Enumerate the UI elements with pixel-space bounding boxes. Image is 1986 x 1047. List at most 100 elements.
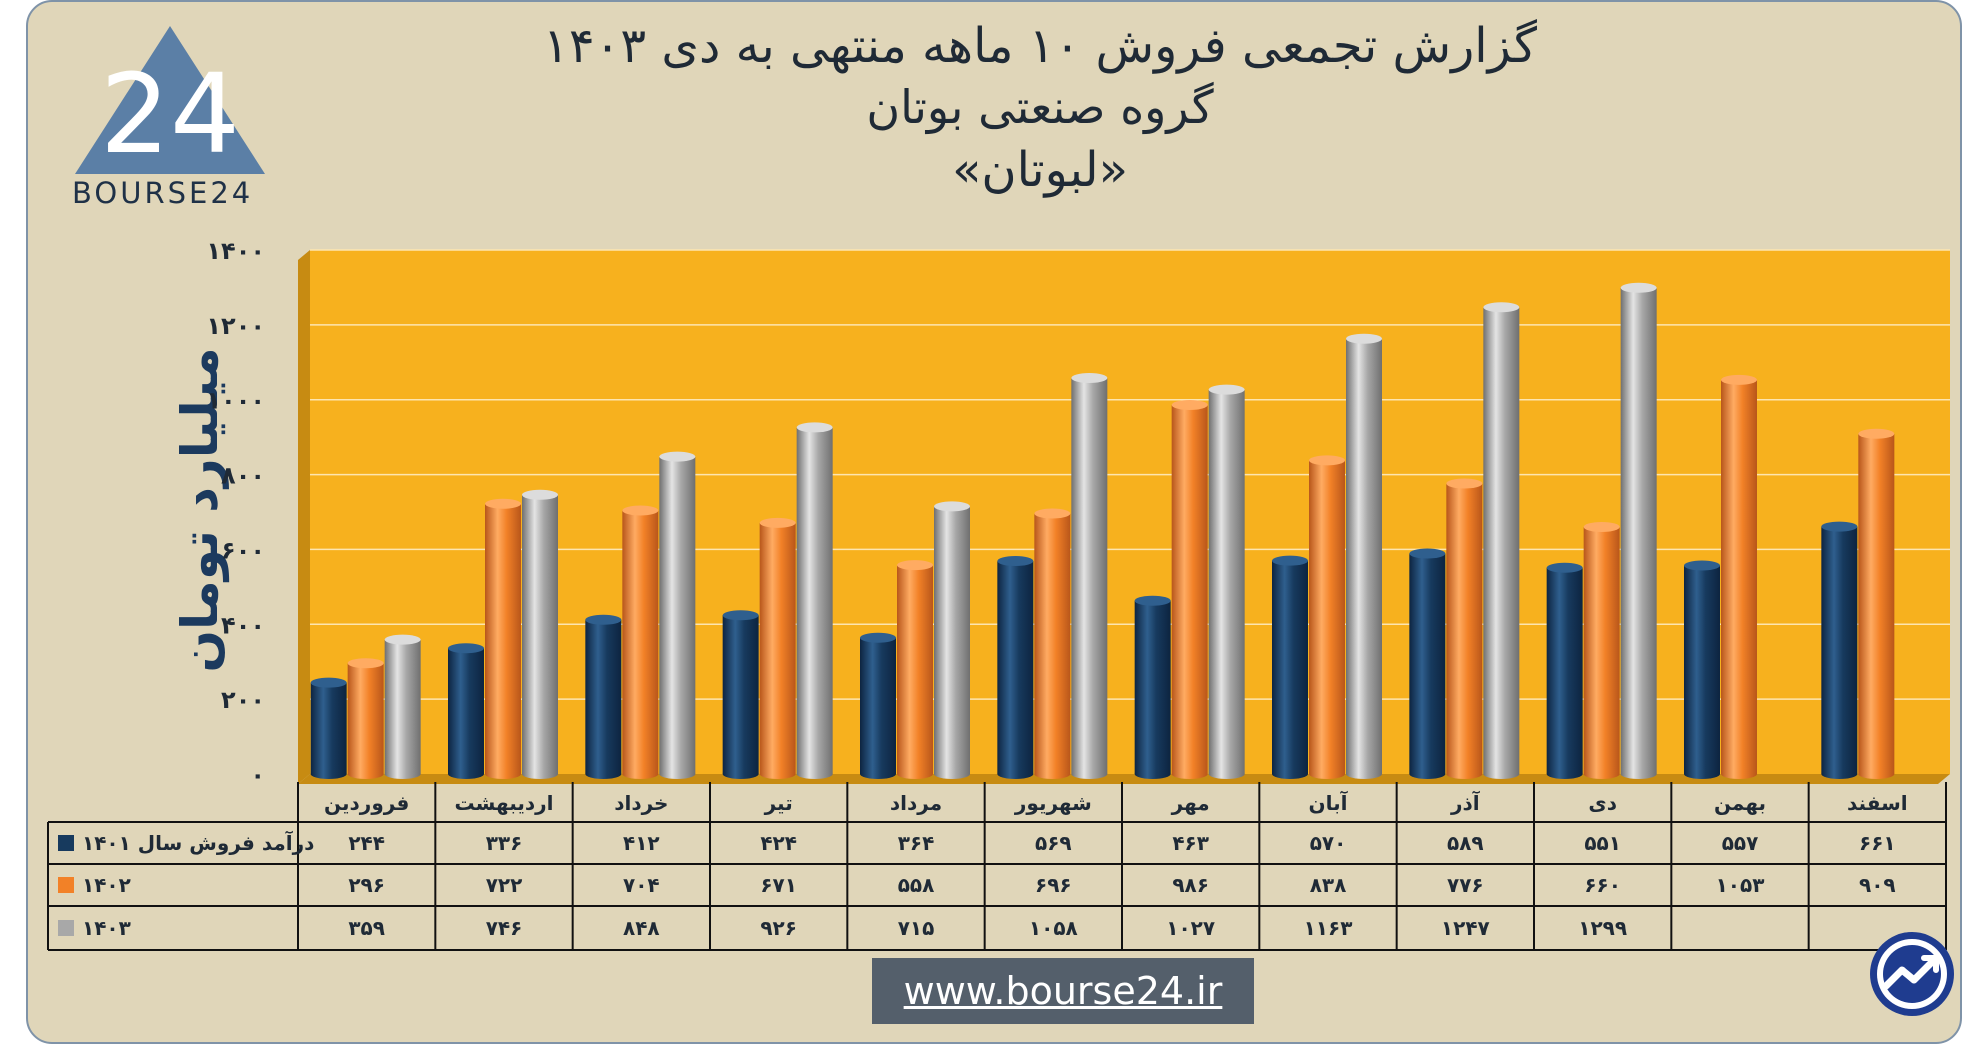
data-label: ۳۵۹ <box>348 916 385 940</box>
data-label: ۵۵۸ <box>898 873 935 897</box>
bar-cap <box>659 451 696 462</box>
data-label: ۸۳۸ <box>1310 873 1347 897</box>
bar <box>1483 307 1520 774</box>
bar-cap <box>1483 302 1520 313</box>
data-label: ۱۰۲۷ <box>1166 916 1215 940</box>
bar-base <box>1071 769 1108 779</box>
bar-base <box>1346 769 1382 779</box>
bar-base <box>659 769 696 779</box>
legend-swatch <box>58 920 74 936</box>
bar-base <box>1034 769 1071 779</box>
data-label: ۲۹۶ <box>348 873 385 897</box>
bar-cap <box>522 489 558 500</box>
x-tick-label: اردیبهشت <box>454 791 553 815</box>
x-tick-label: اسفند <box>1847 791 1908 815</box>
x-tick-label: آبان <box>1309 790 1349 815</box>
chart-subtitle-symbol: «لبوتان» <box>952 142 1128 198</box>
bar-base <box>1620 769 1657 779</box>
bar <box>485 503 521 774</box>
bar <box>1821 526 1858 774</box>
x-tick-label: بهمن <box>1714 791 1766 815</box>
bar <box>1134 600 1171 774</box>
bar-cap <box>1620 282 1657 293</box>
y-tick-label: ۱۰۰۰ <box>206 387 265 415</box>
data-label: ۷۰۴ <box>623 873 660 897</box>
bar <box>1858 433 1895 774</box>
y-tick-label: ۴۰۰ <box>221 611 265 639</box>
bar <box>310 682 347 774</box>
bar <box>860 637 896 774</box>
data-label: ۵۸۹ <box>1447 831 1484 855</box>
bar-cap <box>722 610 759 621</box>
bar-base <box>347 769 384 779</box>
x-tick-label: خرداد <box>614 791 668 815</box>
bar <box>1684 565 1720 774</box>
bar-cap <box>1309 455 1345 466</box>
legend-swatch <box>58 835 74 851</box>
bar-base <box>1583 769 1620 779</box>
logo-wordmark: BOURSE24 <box>72 176 254 210</box>
data-label: ۵۷۰ <box>1310 831 1347 855</box>
bar <box>934 506 970 774</box>
bar-base <box>860 769 896 779</box>
bar-cap <box>1071 373 1108 384</box>
bar-base <box>522 769 558 779</box>
website-link[interactable]: www.bourse24.ir <box>872 958 1254 1024</box>
bar-cap <box>622 505 659 516</box>
bar-base <box>1409 769 1446 779</box>
bar-cap <box>1858 428 1895 439</box>
bar-cap <box>485 498 521 509</box>
bar-cap <box>1546 562 1583 573</box>
data-label: ۳۶۴ <box>898 831 935 855</box>
bar-base <box>1483 769 1520 779</box>
bar-base <box>448 769 484 779</box>
bar-cap <box>1446 478 1483 489</box>
data-label: ۴۶۳ <box>1172 831 1209 855</box>
data-label: ۷۱۵ <box>898 916 935 940</box>
legend-label: ۱۴۰۲ <box>82 873 131 897</box>
data-label: ۹۸۶ <box>1172 873 1209 897</box>
bar-base <box>1446 769 1483 779</box>
bar-base <box>1721 769 1757 779</box>
bar-cap <box>448 643 484 654</box>
y-tick-label: ۱۴۰۰ <box>206 237 265 265</box>
bar <box>1171 404 1208 774</box>
y-tick-label: ۱۲۰۰ <box>206 312 265 340</box>
bar-base <box>1821 769 1858 779</box>
bar-cap <box>997 556 1034 567</box>
bar <box>1446 483 1483 774</box>
bar <box>897 565 933 774</box>
bar <box>1309 460 1345 774</box>
chart-subtitle: گروه صنعتی بوتان <box>866 80 1214 134</box>
bar-base <box>1546 769 1583 779</box>
bar <box>347 663 384 774</box>
data-label: ۲۴۴ <box>348 831 385 855</box>
bar <box>1034 513 1071 774</box>
bar-base <box>1309 769 1345 779</box>
bar-cap <box>1208 384 1245 395</box>
data-label: ۷۷۶ <box>1447 873 1484 897</box>
bar-cap <box>1684 560 1720 571</box>
bar-cap <box>1034 508 1071 519</box>
bar-base <box>310 769 347 779</box>
bar <box>1620 287 1657 774</box>
y-tick-label: ۲۰۰ <box>221 686 265 714</box>
bar-cap <box>585 614 622 625</box>
bar <box>1583 526 1620 774</box>
bar-base <box>622 769 659 779</box>
x-tick-label: مرداد <box>890 791 942 815</box>
legend-label: درآمد فروش سال ۱۴۰۱ <box>82 830 314 855</box>
bar-base <box>485 769 521 779</box>
bar-cap <box>897 560 933 571</box>
bar <box>1071 378 1108 774</box>
data-label: ۵۶۹ <box>1035 831 1072 855</box>
data-label: ۷۴۶ <box>486 916 523 940</box>
bar <box>448 648 484 774</box>
bar <box>384 639 421 774</box>
bar <box>1546 567 1583 774</box>
logo-number: 24 <box>100 50 240 178</box>
bar-base <box>1858 769 1895 779</box>
bar-cap <box>1171 399 1208 410</box>
bar-base <box>997 769 1034 779</box>
